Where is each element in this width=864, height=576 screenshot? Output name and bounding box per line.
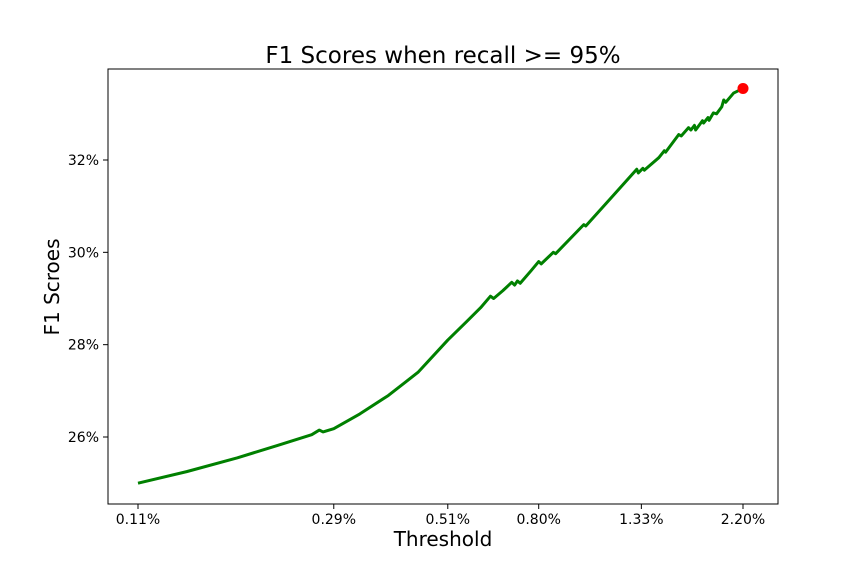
x-axis-label: Threshold [393,527,493,551]
x-tick-label: 2.20% [721,512,765,528]
f1-score-line [137,87,744,485]
series-layer [137,82,749,485]
y-axis-label: F1 Scroes [40,238,64,335]
highlight-point [737,82,749,94]
y-axis: 26% 28% 30% 32% [68,153,108,446]
y-tick-label: 26% [68,430,99,446]
x-tick-label: 0.29% [312,512,356,528]
x-tick-label: 0.51% [426,512,470,528]
x-tick-label: 0.11% [116,512,160,528]
y-tick-label: 30% [68,245,99,261]
plot-frame [107,68,779,505]
x-tick-label: 1.33% [619,512,663,528]
y-tick-label: 28% [68,338,99,354]
chart-title: F1 Scores when recall >= 95% [265,43,620,69]
x-axis: 0.11% 0.29% 0.51% 0.80% 1.33% 2.20% [116,504,765,528]
y-tick-label: 32% [68,153,99,169]
x-tick-label: 0.80% [516,512,560,528]
